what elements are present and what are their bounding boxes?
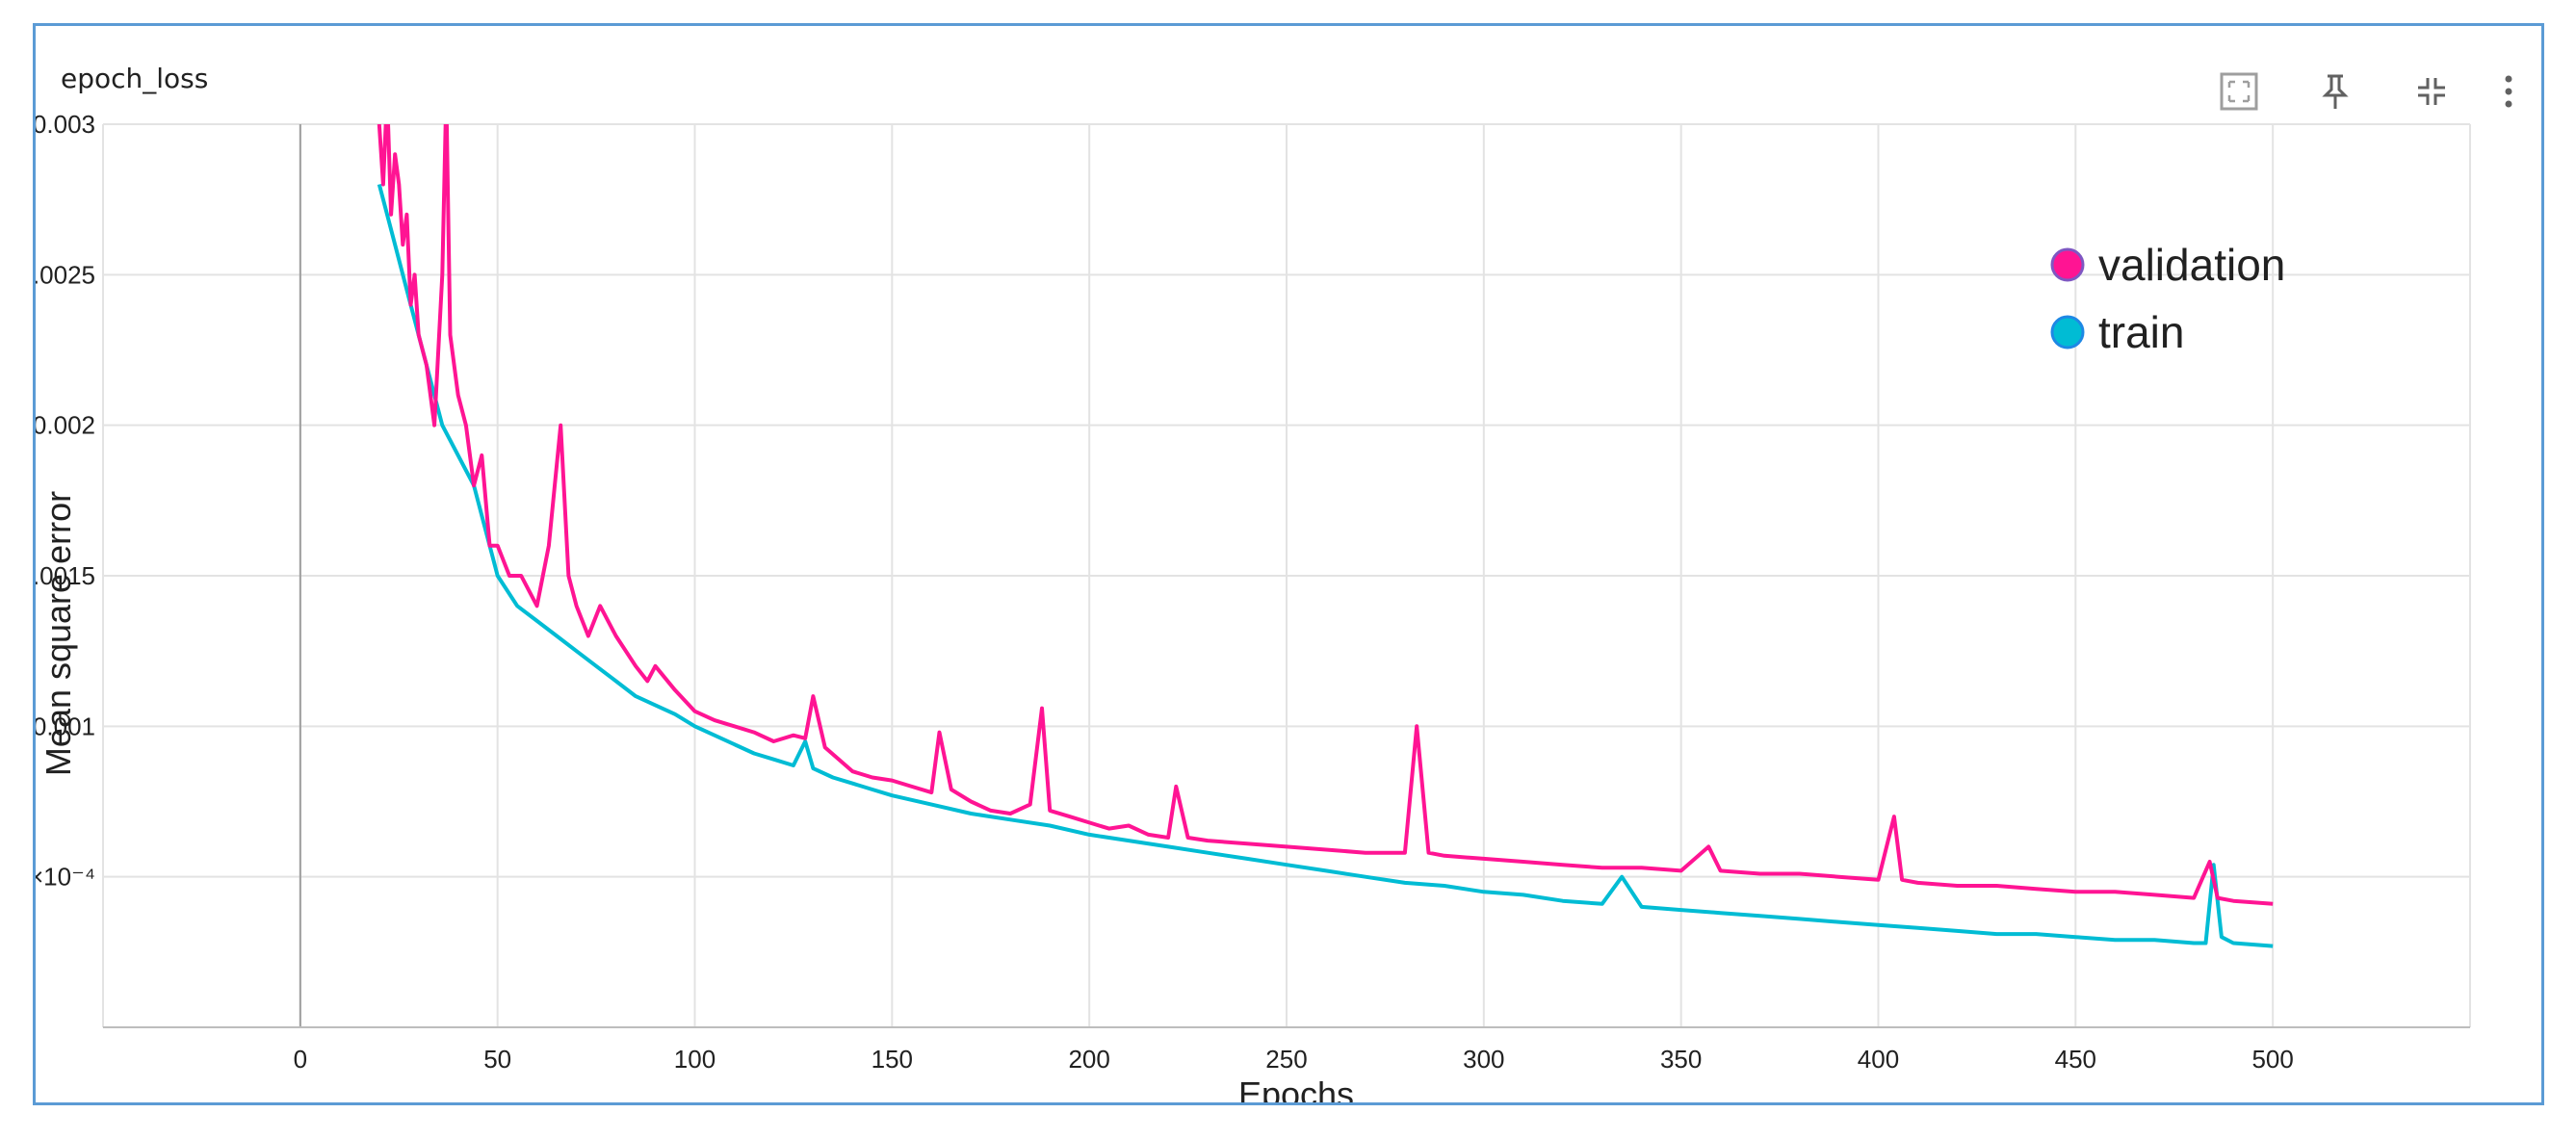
tick-layer: 0 50 100 150 200 250 300 350 400 450 500 5×10⁻⁴ 0.00…	[36, 110, 2294, 1074]
grid-layer	[102, 123, 2471, 1028]
x-tick-label: 0	[294, 1045, 307, 1074]
more-options-button[interactable]	[2482, 65, 2536, 118]
y-tick-label: 0.001	[36, 712, 95, 740]
x-axis-label: Epochs	[1238, 1074, 1354, 1102]
more-vert-icon	[2505, 75, 2512, 108]
y-tick-label: 0.0025	[36, 260, 95, 289]
x-tick-label: 50	[483, 1045, 511, 1074]
y-tick-label: 0.002	[36, 411, 95, 440]
x-tick-label: 200	[1068, 1045, 1109, 1074]
fit-domain-icon	[2220, 72, 2258, 111]
legend: validation train	[2050, 240, 2285, 357]
fit-domain-button[interactable]	[2212, 65, 2266, 118]
card-title: epoch_loss	[61, 63, 209, 94]
x-tick-label: 300	[1463, 1045, 1504, 1074]
x-tick-label: 500	[2251, 1045, 2293, 1074]
legend-train-marker	[2050, 315, 2085, 349]
series-line-validation	[377, 124, 2274, 906]
y-axis-label: Mean square error	[39, 491, 78, 776]
x-tick-label: 450	[2055, 1045, 2096, 1074]
legend-train-label: train	[2098, 307, 2184, 357]
pin-icon	[2322, 74, 2349, 109]
loss-chart: 0 50 100 150 200 250 300 350 400 450 500 5×10⁻⁴ 0.00…	[36, 110, 2471, 1102]
epoch-loss-card: epoch_loss 0 50 100 150 200 250 300 350 400 450 50…	[33, 23, 2544, 1105]
pin-button[interactable]	[2308, 65, 2362, 118]
x-tick-label: 350	[1660, 1045, 1702, 1074]
legend-validation-marker	[2050, 247, 2085, 282]
legend-validation-label: validation	[2098, 240, 2285, 290]
x-tick-label: 100	[674, 1045, 716, 1074]
x-tick-label: 250	[1265, 1045, 1307, 1074]
x-tick-label: 400	[1858, 1045, 1899, 1074]
series-line-train	[377, 183, 2274, 948]
y-tick-label: 0.0015	[36, 561, 95, 590]
collapse-button[interactable]	[2405, 65, 2459, 118]
collapse-icon	[2418, 78, 2445, 105]
x-tick-label: 150	[872, 1045, 913, 1074]
y-tick-label: 5×10⁻⁴	[36, 863, 95, 892]
y-tick-label: 0.003	[36, 110, 95, 139]
series-layer	[377, 124, 2274, 948]
